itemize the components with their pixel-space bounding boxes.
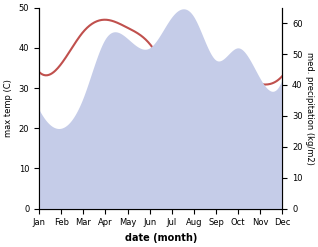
Y-axis label: max temp (C): max temp (C) <box>4 79 13 137</box>
X-axis label: date (month): date (month) <box>125 233 197 243</box>
Y-axis label: med. precipitation (kg/m2): med. precipitation (kg/m2) <box>305 52 314 165</box>
